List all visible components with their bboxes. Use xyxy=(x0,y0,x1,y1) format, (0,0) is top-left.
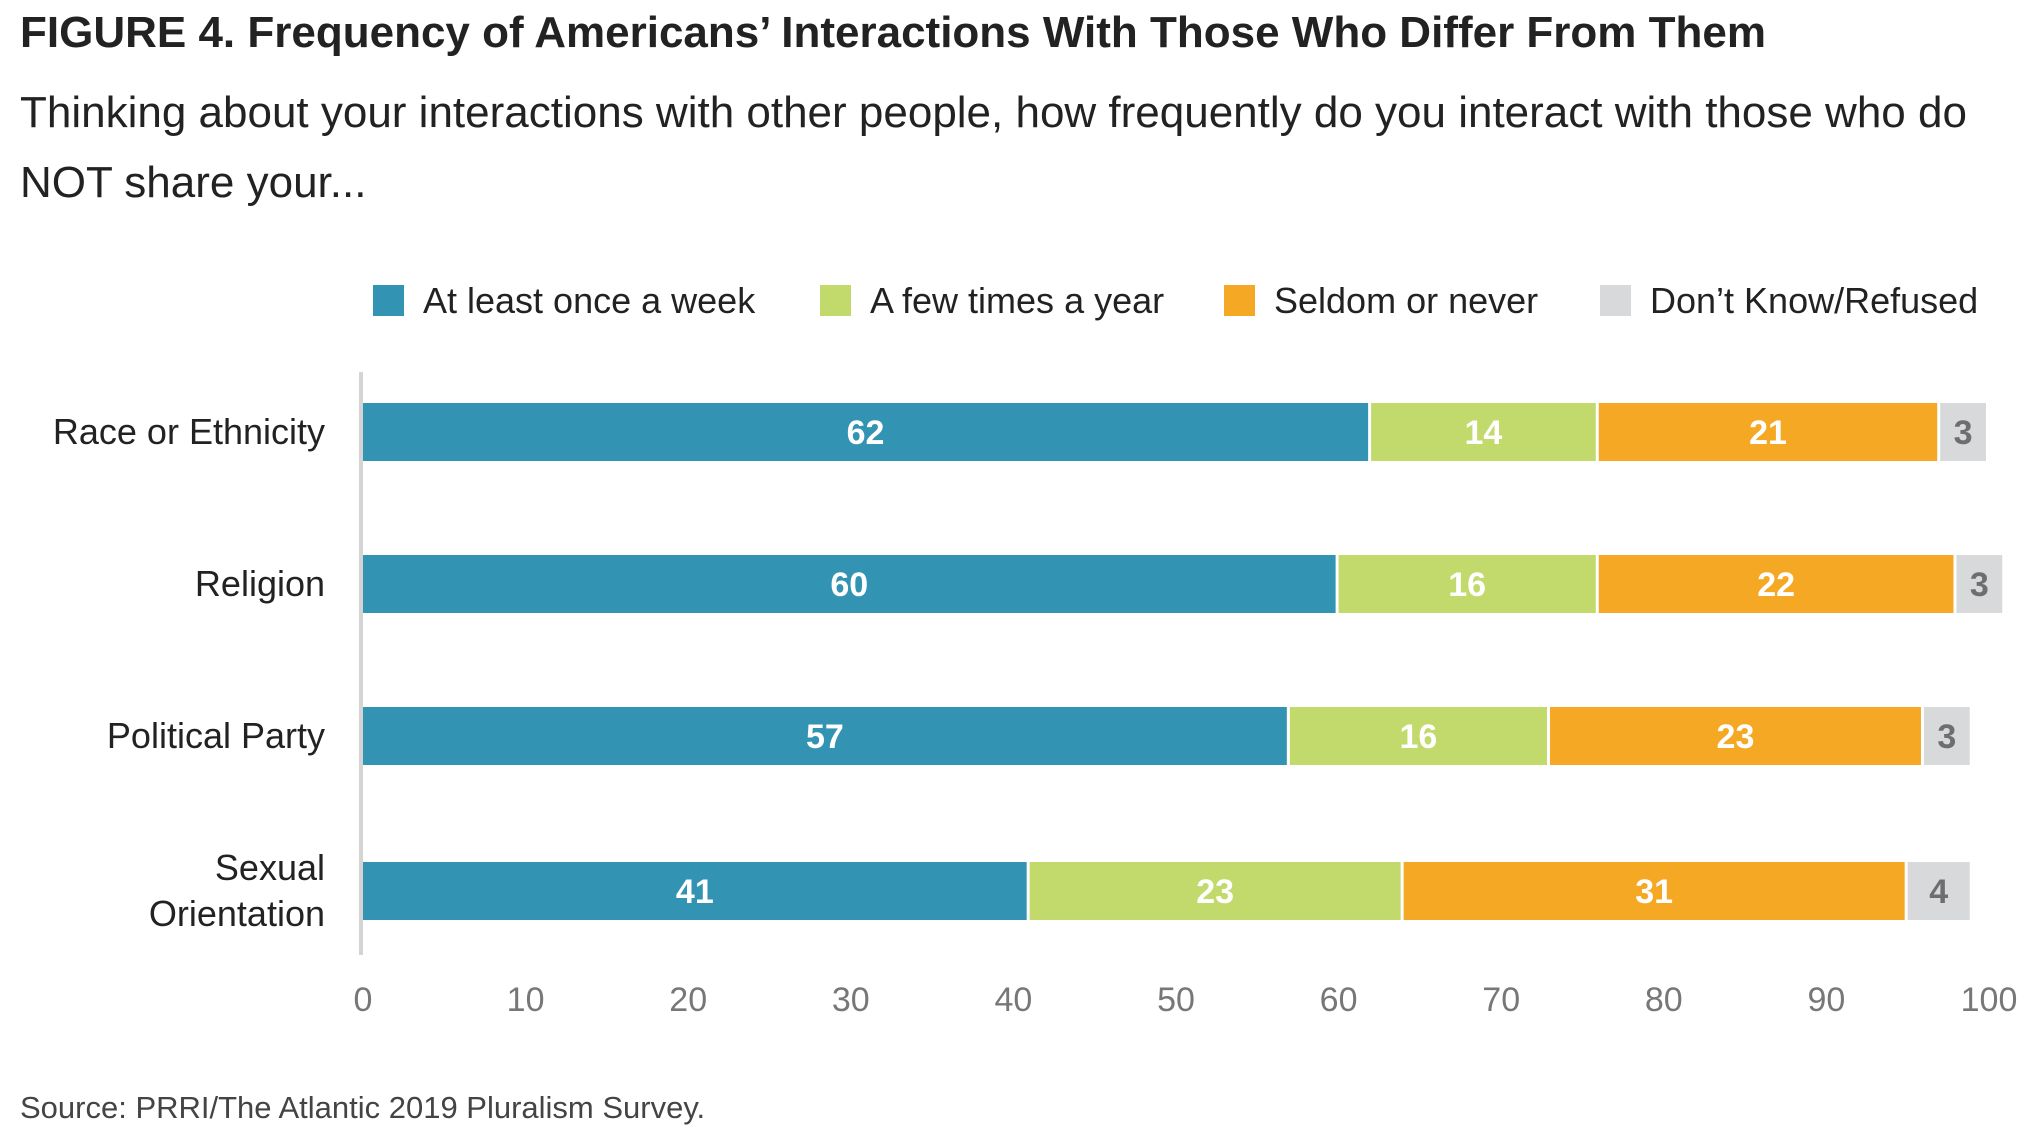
data-label-seldom-or-never-political-party: 23 xyxy=(1717,718,1755,756)
x-tick-label-20: 20 xyxy=(669,981,707,1019)
bar-at-least-once-a-week-sexual-orientation xyxy=(363,862,1027,920)
x-tick-label-40: 40 xyxy=(994,981,1032,1019)
bar-at-least-once-a-week-religion xyxy=(363,555,1336,613)
x-tick-label-70: 70 xyxy=(1482,981,1520,1019)
bar-seldom-or-never-political-party xyxy=(1549,707,1921,765)
bar-a-few-times-a-year-race-or-ethnicity xyxy=(1371,403,1596,461)
x-tick-label-90: 90 xyxy=(1807,981,1845,1019)
data-label-seldom-or-never-race-or-ethnicity: 21 xyxy=(1749,414,1787,452)
data-label-at-least-once-a-week-race-or-ethnicity: 62 xyxy=(847,414,885,452)
x-tick-label-100: 100 xyxy=(1961,981,2018,1019)
legend-label-seldom-or-never: Seldom or never xyxy=(1274,280,1538,321)
bar-seldom-or-never-race-or-ethnicity xyxy=(1598,403,1938,461)
category-label-religion: Religion xyxy=(195,563,325,604)
data-label-don-t-know-refused-race-or-ethnicity: 3 xyxy=(1954,414,1973,452)
category-label-sexual-orientation-line-2: Orientation xyxy=(149,893,325,934)
bar-don-t-know-refused-sexual-orientation xyxy=(1907,862,1970,920)
legend-swatch-a-few-times-a-year xyxy=(820,285,851,316)
bar-don-t-know-refused-religion xyxy=(1956,555,2003,613)
source-note: Source: PRRI/The Atlantic 2019 Pluralism… xyxy=(20,1090,706,1125)
data-label-don-t-know-refused-sexual-orientation: 4 xyxy=(1929,873,1948,911)
bar-seldom-or-never-religion xyxy=(1598,555,1954,613)
bar-don-t-know-refused-political-party xyxy=(1923,707,1970,765)
x-tick-label-0: 0 xyxy=(354,981,373,1019)
data-label-a-few-times-a-year-political-party: 16 xyxy=(1399,718,1437,756)
x-tick-label-30: 30 xyxy=(832,981,870,1019)
data-label-don-t-know-refused-religion: 3 xyxy=(1970,566,1989,604)
figure-subtitle: Thinking about your interactions with ot… xyxy=(20,88,1967,207)
x-tick-label-80: 80 xyxy=(1645,981,1683,1019)
legend-swatch-seldom-or-never xyxy=(1224,285,1255,316)
data-label-at-least-once-a-week-political-party: 57 xyxy=(806,718,844,756)
data-label-at-least-once-a-week-religion: 60 xyxy=(830,566,868,604)
legend-swatch-at-least-once-a-week xyxy=(373,285,404,316)
data-label-seldom-or-never-religion: 22 xyxy=(1757,566,1795,604)
bar-at-least-once-a-week-race-or-ethnicity xyxy=(363,403,1369,461)
figure-title: FIGURE 4. Frequency of Americans’ Intera… xyxy=(20,8,1766,57)
bar-don-t-know-refused-race-or-ethnicity xyxy=(1940,403,1986,461)
bar-seldom-or-never-sexual-orientation xyxy=(1403,862,1905,920)
bar-a-few-times-a-year-religion xyxy=(1338,555,1596,613)
data-label-a-few-times-a-year-race-or-ethnicity: 14 xyxy=(1465,414,1503,452)
legend-label-a-few-times-a-year: A few times a year xyxy=(870,280,1164,321)
data-label-a-few-times-a-year-religion: 16 xyxy=(1448,566,1486,604)
bar-a-few-times-a-year-political-party xyxy=(1289,707,1547,765)
category-label-sexual-orientation-line-1: Sexual xyxy=(215,847,325,888)
bar-a-few-times-a-year-sexual-orientation xyxy=(1029,862,1401,920)
category-label-race-or-ethnicity: Race or Ethnicity xyxy=(53,411,325,452)
x-tick-label-50: 50 xyxy=(1157,981,1195,1019)
category-label-political-party: Political Party xyxy=(107,715,325,756)
data-label-a-few-times-a-year-sexual-orientation: 23 xyxy=(1196,873,1234,911)
data-label-don-t-know-refused-political-party: 3 xyxy=(1937,718,1956,756)
legend-label-at-least-once-a-week: At least once a week xyxy=(423,280,756,321)
data-label-seldom-or-never-sexual-orientation: 31 xyxy=(1635,873,1673,911)
bar-at-least-once-a-week-political-party xyxy=(363,707,1287,765)
data-label-at-least-once-a-week-sexual-orientation: 41 xyxy=(676,873,714,911)
legend-label-don-t-know-refused: Don’t Know/Refused xyxy=(1650,280,1978,321)
x-tick-label-10: 10 xyxy=(507,981,545,1019)
legend-swatch-don-t-know-refused xyxy=(1600,285,1631,316)
x-tick-label-60: 60 xyxy=(1320,981,1358,1019)
